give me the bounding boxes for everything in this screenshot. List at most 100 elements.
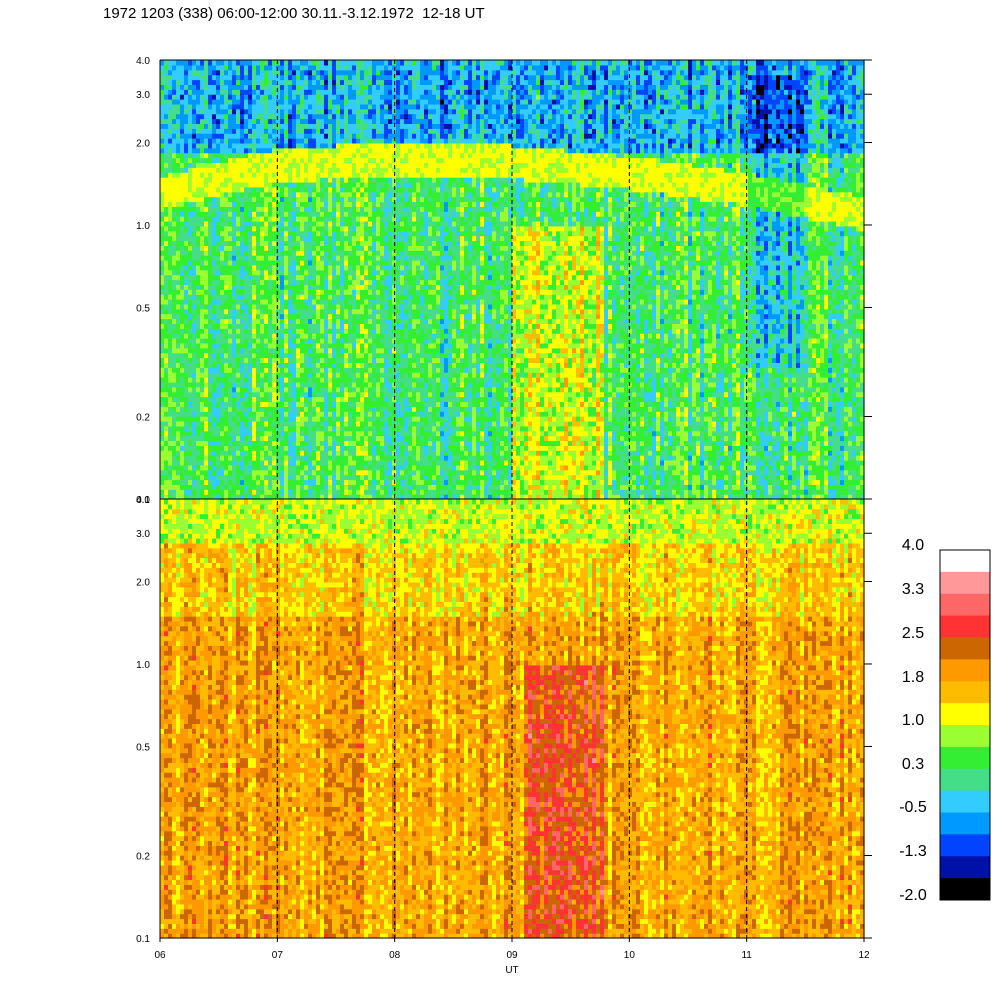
- spectrogram-cell: [340, 289, 345, 294]
- spectrogram-cell: [240, 289, 245, 294]
- spectrogram-cell: [320, 475, 325, 480]
- spectrogram-cell: [188, 119, 193, 124]
- spectrogram-cell: [376, 475, 381, 480]
- spectrogram-cell: [340, 65, 345, 70]
- spectrogram-cell: [356, 70, 361, 75]
- spectrogram-cell: [380, 275, 385, 280]
- spectrogram-cell: [296, 260, 301, 265]
- spectrogram-cell: [368, 275, 373, 280]
- spectrogram-cell: [348, 299, 353, 304]
- spectrogram-cell: [348, 284, 353, 289]
- spectrogram-cell: [180, 484, 185, 489]
- spectrogram-cell: [360, 226, 365, 231]
- spectrogram-cell: [208, 294, 213, 299]
- spectrogram-cell: [196, 343, 201, 348]
- spectrogram-cell: [160, 231, 165, 236]
- spectrogram-cell: [164, 289, 169, 294]
- spectrogram-cell: [236, 80, 241, 85]
- spectrogram-cell: [260, 406, 265, 411]
- spectrogram-cell: [336, 489, 341, 494]
- spectrogram-cell: [216, 162, 221, 167]
- spectrogram-cell: [380, 304, 385, 309]
- spectrogram-cell: [220, 484, 225, 489]
- spectrogram-cell: [304, 328, 309, 333]
- spectrogram-cell: [208, 177, 213, 182]
- spectrogram-cell: [328, 143, 333, 148]
- spectrogram-cell: [212, 479, 217, 484]
- spectrogram-cell: [192, 153, 197, 158]
- spectrogram-cell: [316, 314, 321, 319]
- spectrogram-cell: [360, 231, 365, 236]
- spectrogram-cell: [264, 119, 269, 124]
- spectrogram-cell: [340, 216, 345, 221]
- spectrogram-cell: [184, 372, 189, 377]
- spectrogram-cell: [276, 338, 281, 343]
- spectrogram-cell: [328, 275, 333, 280]
- spectrogram-cell: [260, 367, 265, 372]
- spectrogram-cell: [284, 362, 289, 367]
- spectrogram-cell: [240, 377, 245, 382]
- spectrogram-cell: [300, 319, 305, 324]
- spectrogram-cell: [296, 421, 301, 426]
- spectrogram-cell: [292, 358, 297, 363]
- spectrogram-cell: [236, 275, 241, 280]
- spectrogram-cell: [220, 265, 225, 270]
- spectrogram-cell: [168, 314, 173, 319]
- spectrogram-cell: [168, 192, 173, 197]
- spectrogram-cell: [200, 177, 205, 182]
- spectrogram-cell: [276, 470, 281, 475]
- spectrogram-cell: [208, 440, 213, 445]
- spectrogram-cell: [348, 206, 353, 211]
- spectrogram-cell: [168, 421, 173, 426]
- spectrogram-cell: [316, 455, 321, 460]
- spectrogram-cell: [208, 460, 213, 465]
- spectrogram-cell: [196, 80, 201, 85]
- spectrogram-cell: [348, 109, 353, 114]
- spectrogram-cell: [276, 367, 281, 372]
- spectrogram-cell: [344, 294, 349, 299]
- spectrogram-cell: [332, 421, 337, 426]
- spectrogram-cell: [244, 460, 249, 465]
- spectrogram-cell: [180, 119, 185, 124]
- spectrogram-cell: [220, 201, 225, 206]
- spectrogram-cell: [360, 197, 365, 202]
- spectrogram-cell: [160, 114, 165, 119]
- spectrogram-cell: [180, 89, 185, 94]
- spectrogram-cell: [320, 265, 325, 270]
- spectrogram-cell: [368, 426, 373, 431]
- spectrogram-cell: [252, 294, 257, 299]
- spectrogram-cell: [192, 265, 197, 270]
- spectrogram-cell: [332, 158, 337, 163]
- spectrogram-cell: [320, 406, 325, 411]
- spectrogram-cell: [308, 450, 313, 455]
- spectrogram-cell: [348, 294, 353, 299]
- spectrogram-cell: [172, 387, 177, 392]
- spectrogram-cell: [240, 479, 245, 484]
- spectrogram-cell: [172, 416, 177, 421]
- spectrogram-cell: [312, 406, 317, 411]
- spectrogram-cell: [312, 445, 317, 450]
- spectrogram-cell: [240, 260, 245, 265]
- spectrogram-cell: [280, 206, 285, 211]
- spectrogram-cell: [172, 143, 177, 148]
- spectrogram-cell: [248, 104, 253, 109]
- spectrogram-cell: [192, 216, 197, 221]
- spectrogram-cell: [244, 289, 249, 294]
- spectrogram-cell: [356, 99, 361, 104]
- spectrogram-cell: [364, 470, 369, 475]
- spectrogram-cell: [172, 192, 177, 197]
- spectrogram-cell: [316, 367, 321, 372]
- spectrogram-cell: [228, 172, 233, 177]
- spectrogram-cell: [344, 143, 349, 148]
- spectrogram-cell: [364, 114, 369, 119]
- spectrogram-cell: [232, 80, 237, 85]
- spectrogram-cell: [184, 133, 189, 138]
- spectrogram-cell: [172, 211, 177, 216]
- spectrogram-cell: [308, 206, 313, 211]
- spectrogram-cell: [292, 119, 297, 124]
- spectrogram-cell: [164, 275, 169, 280]
- spectrogram-cell: [296, 265, 301, 270]
- spectrogram-cell: [292, 406, 297, 411]
- spectrogram-cell: [320, 153, 325, 158]
- spectrogram-cell: [200, 377, 205, 382]
